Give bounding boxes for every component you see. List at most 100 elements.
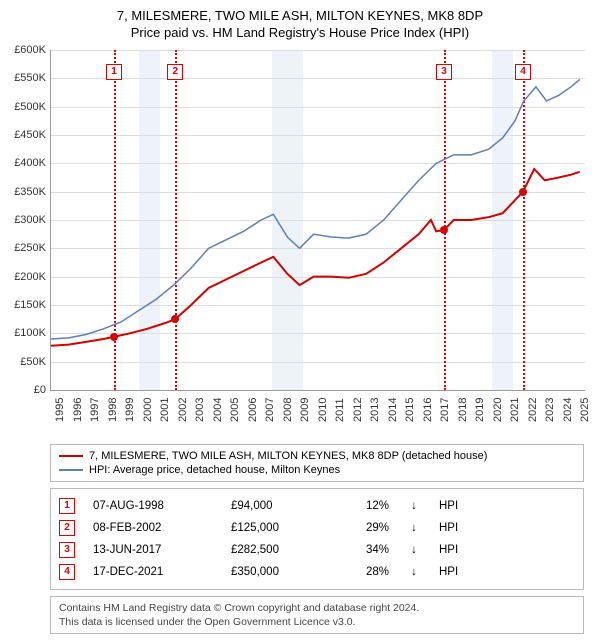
y-axis-label: £250K bbox=[4, 242, 46, 254]
x-axis-label: 2014 bbox=[387, 398, 399, 422]
x-axis-label: 2011 bbox=[334, 398, 346, 422]
row-marker: 2 bbox=[59, 520, 75, 536]
title-subtitle: Price paid vs. HM Land Registry's House … bbox=[10, 25, 590, 40]
y-axis-label: £0 bbox=[4, 384, 46, 396]
legend-swatch bbox=[59, 455, 83, 457]
x-axis-label: 1997 bbox=[89, 398, 101, 422]
y-axis-label: £400K bbox=[4, 157, 46, 169]
x-axis-label: 2002 bbox=[177, 398, 189, 422]
row-date: 13-JUN-2017 bbox=[93, 544, 213, 556]
x-axis-label: 2009 bbox=[299, 398, 311, 422]
legend-item: 7, MILESMERE, TWO MILE ASH, MILTON KEYNE… bbox=[59, 449, 575, 463]
event-marker-box: 3 bbox=[436, 64, 452, 80]
y-axis-label: £150K bbox=[4, 299, 46, 311]
x-axis-label: 2020 bbox=[492, 398, 504, 422]
event-marker-box: 2 bbox=[167, 64, 183, 80]
y-axis-label: £550K bbox=[4, 72, 46, 84]
event-dot bbox=[519, 188, 527, 196]
row-suffix: HPI bbox=[439, 522, 458, 534]
x-axis-label: 2025 bbox=[579, 398, 591, 422]
y-axis-label: £500K bbox=[4, 101, 46, 113]
row-price: £94,000 bbox=[231, 500, 321, 512]
x-axis-label: 2017 bbox=[439, 398, 451, 422]
x-axis-label: 2023 bbox=[544, 398, 556, 422]
x-axis-label: 2006 bbox=[247, 398, 259, 422]
title-block: 7, MILESMERE, TWO MILE ASH, MILTON KEYNE… bbox=[0, 0, 600, 44]
legend: 7, MILESMERE, TWO MILE ASH, MILTON KEYNE… bbox=[50, 444, 584, 482]
row-pct: 29% bbox=[339, 522, 389, 534]
row-price: £282,500 bbox=[231, 544, 321, 556]
price-row: 2 08-FEB-2002 £125,000 29% ↓ HPI bbox=[59, 517, 575, 539]
x-axis-label: 2016 bbox=[422, 398, 434, 422]
event-marker-box: 4 bbox=[515, 64, 531, 80]
x-axis-label: 2021 bbox=[509, 398, 521, 422]
x-axis-label: 2018 bbox=[457, 398, 469, 422]
event-dot bbox=[440, 226, 448, 234]
x-axis-label: 2010 bbox=[317, 398, 329, 422]
x-axis-label: 2015 bbox=[404, 398, 416, 422]
price-table: 1 07-AUG-1998 £94,000 12% ↓ HPI 2 08-FEB-2002 £1… bbox=[50, 488, 584, 590]
row-marker: 4 bbox=[59, 564, 75, 580]
x-axis-label: 2022 bbox=[527, 398, 539, 422]
series-hpi bbox=[51, 79, 580, 339]
row-date: 17-DEC-2021 bbox=[93, 566, 213, 578]
legend-label: HPI: Average price, detached house, Milt… bbox=[89, 464, 340, 476]
row-price: £350,000 bbox=[231, 566, 321, 578]
down-arrow-icon: ↓ bbox=[407, 544, 421, 556]
x-axis-label: 1995 bbox=[54, 398, 66, 422]
chart-area: £0 £50K £100K £150K £200K £250K £300K £350K £400… bbox=[0, 44, 600, 434]
event-dot bbox=[171, 315, 179, 323]
legend-item: HPI: Average price, detached house, Milt… bbox=[59, 463, 575, 477]
y-axis-label: £350K bbox=[4, 186, 46, 198]
price-row: 1 07-AUG-1998 £94,000 12% ↓ HPI bbox=[59, 495, 575, 517]
price-row: 3 13-JUN-2017 £282,500 34% ↓ HPI bbox=[59, 539, 575, 561]
x-axis-label: 2000 bbox=[142, 398, 154, 422]
row-pct: 12% bbox=[339, 500, 389, 512]
x-axis-label: 1999 bbox=[124, 398, 136, 422]
x-axis-label: 1998 bbox=[107, 398, 119, 422]
price-row: 4 17-DEC-2021 £350,000 28% ↓ HPI bbox=[59, 561, 575, 583]
legend-label: 7, MILESMERE, TWO MILE ASH, MILTON KEYNE… bbox=[89, 450, 487, 462]
x-axis-label: 2007 bbox=[264, 398, 276, 422]
x-axis-label: 2024 bbox=[562, 398, 574, 422]
plot-area: 1 2 3 4 bbox=[50, 50, 585, 391]
y-axis-label: £50K bbox=[4, 356, 46, 368]
x-axis-label: 1996 bbox=[72, 398, 84, 422]
x-axis-label: 2005 bbox=[229, 398, 241, 422]
x-axis-label: 2012 bbox=[352, 398, 364, 422]
footer-attribution: Contains HM Land Registry data © Crown c… bbox=[50, 596, 584, 634]
legend-swatch bbox=[59, 469, 83, 471]
x-axis-label: 2019 bbox=[474, 398, 486, 422]
y-axis-label: £300K bbox=[4, 214, 46, 226]
x-axis-label: 2001 bbox=[159, 398, 171, 422]
down-arrow-icon: ↓ bbox=[407, 522, 421, 534]
down-arrow-icon: ↓ bbox=[407, 500, 421, 512]
row-suffix: HPI bbox=[439, 544, 458, 556]
footer-line: Contains HM Land Registry data © Crown c… bbox=[59, 601, 575, 615]
row-suffix: HPI bbox=[439, 566, 458, 578]
row-marker: 3 bbox=[59, 542, 75, 558]
row-suffix: HPI bbox=[439, 500, 458, 512]
y-axis-label: £450K bbox=[4, 129, 46, 141]
title-address: 7, MILESMERE, TWO MILE ASH, MILTON KEYNE… bbox=[10, 8, 590, 23]
row-marker: 1 bbox=[59, 498, 75, 514]
footer-line: This data is licensed under the Open Gov… bbox=[59, 615, 575, 629]
y-axis-label: £100K bbox=[4, 327, 46, 339]
line-chart-svg bbox=[51, 50, 585, 390]
row-pct: 28% bbox=[339, 566, 389, 578]
down-arrow-icon: ↓ bbox=[407, 566, 421, 578]
series-price_paid bbox=[51, 169, 580, 346]
y-axis-label: £600K bbox=[4, 44, 46, 56]
y-axis-label: £200K bbox=[4, 271, 46, 283]
x-axis-label: 2008 bbox=[282, 398, 294, 422]
row-pct: 34% bbox=[339, 544, 389, 556]
x-axis-label: 2003 bbox=[194, 398, 206, 422]
event-marker-box: 1 bbox=[106, 64, 122, 80]
row-price: £125,000 bbox=[231, 522, 321, 534]
event-dot bbox=[110, 333, 118, 341]
row-date: 07-AUG-1998 bbox=[93, 500, 213, 512]
x-axis-label: 2004 bbox=[212, 398, 224, 422]
chart-container: 7, MILESMERE, TWO MILE ASH, MILTON KEYNE… bbox=[0, 0, 600, 634]
row-date: 08-FEB-2002 bbox=[93, 522, 213, 534]
x-axis-label: 2013 bbox=[369, 398, 381, 422]
